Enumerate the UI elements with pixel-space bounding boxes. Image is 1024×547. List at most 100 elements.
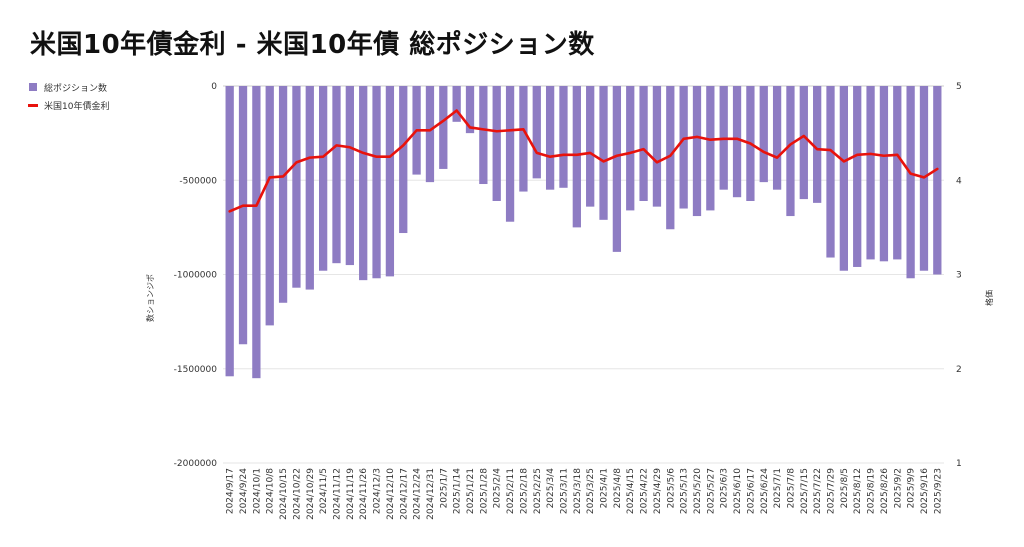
legend-bar-label: 総ポジション数 — [44, 83, 108, 94]
x-tick-label: 2024/12/17 — [399, 468, 409, 520]
x-tick-label: 2025/3/25 — [586, 468, 596, 514]
y2-axis-title: 格価 — [984, 290, 994, 306]
chart-title: 米国10年債金利 - 米国10年債 総ポジション数 — [30, 30, 595, 60]
x-tick-label: 2024/10/29 — [306, 468, 316, 520]
x-tick-label: 2024/11/19 — [346, 468, 356, 520]
y-tick-label: -1000000 — [174, 271, 218, 281]
axes: 0 -500000 -1000000 -1500000 -2000000 5 4 3 2 1 数ショ… — [145, 82, 994, 520]
bar — [933, 86, 942, 275]
x-tick-label: 2024/10/8 — [266, 468, 276, 514]
x-tick-label: 2025/1/28 — [479, 468, 489, 514]
bar — [305, 86, 314, 290]
legend-bar-swatch — [29, 83, 37, 91]
x-tick-label: 2025/3/11 — [559, 468, 569, 514]
x-tick-label: 2025/1/21 — [466, 468, 476, 514]
bar — [265, 86, 274, 326]
x-tick-label: 2025/9/23 — [933, 468, 943, 514]
bar — [532, 86, 541, 179]
bar — [853, 86, 862, 267]
y-axis-title: 数ションジポ — [145, 274, 155, 322]
bar — [799, 86, 808, 200]
x-tick-label: 2024/12/24 — [413, 468, 423, 520]
bar — [586, 86, 595, 207]
line-series — [228, 109, 939, 213]
y2-tick-label: 4 — [956, 176, 962, 186]
bar — [666, 86, 675, 230]
x-tick-label: 2025/5/27 — [706, 468, 716, 514]
x-tick-label: 2024/10/15 — [279, 468, 289, 520]
bar — [479, 86, 488, 185]
x-tick-label: 2025/9/9 — [907, 468, 917, 509]
bar — [359, 86, 368, 281]
bar — [545, 86, 555, 190]
x-tick-label: 2025/4/1 — [600, 468, 610, 508]
bar — [692, 86, 702, 217]
bar — [786, 86, 795, 217]
y2-tick-label: 2 — [956, 365, 962, 375]
bar — [639, 86, 648, 201]
y-tick-label: -2000000 — [174, 459, 218, 469]
x-tick-label: 2025/7/29 — [827, 468, 837, 514]
x-tick-label: 2025/7/1 — [773, 468, 783, 508]
x-tick-label: 2024/12/10 — [386, 468, 396, 520]
legend-line-label: 米国10年債金利 — [44, 101, 110, 112]
bar — [278, 86, 288, 303]
x-tick-label: 2024/12/3 — [373, 468, 383, 514]
bar — [225, 86, 234, 377]
bar — [679, 86, 688, 209]
bar — [425, 86, 435, 183]
x-tick-label: 2025/5/6 — [666, 468, 676, 509]
x-tick-label: 2024/9/24 — [239, 468, 249, 514]
x-tick-label: 2025/6/24 — [760, 468, 770, 514]
bar — [626, 86, 635, 211]
x-tick-label: 2025/7/8 — [786, 468, 796, 509]
x-tick-label: 2024/10/1 — [252, 468, 262, 514]
x-tick-label: 2025/6/10 — [733, 468, 743, 514]
x-tick-label: 2025/5/13 — [680, 468, 690, 514]
x-tick-label: 2024/11/26 — [359, 468, 369, 520]
bar — [866, 86, 875, 260]
legend-item-bar[interactable]: 総ポジション数 — [28, 78, 109, 96]
rate-line — [228, 109, 939, 213]
y2-tick-label: 3 — [956, 271, 962, 281]
x-tick-label: 2025/4/22 — [640, 468, 650, 514]
bar — [292, 86, 301, 288]
bar — [826, 86, 835, 258]
x-tick-label: 2025/7/15 — [800, 468, 810, 514]
y-tick-label: -1500000 — [174, 365, 218, 375]
x-tick-label: 2025/8/12 — [853, 468, 863, 514]
x-tick-label: 2025/8/19 — [867, 468, 877, 514]
x-tick-label: 2024/9/17 — [226, 468, 236, 514]
bar — [465, 86, 475, 134]
legend-item-line[interactable]: 米国10年債金利 — [28, 96, 109, 114]
x-tick-label: 2024/10/22 — [292, 468, 302, 520]
bar-series — [225, 86, 942, 379]
x-tick-label: 2025/7/22 — [813, 468, 823, 514]
x-tick-label: 2025/2/4 — [493, 468, 503, 509]
x-tick-label: 2025/8/5 — [840, 468, 850, 508]
bar — [559, 86, 568, 188]
x-tick-label: 2024/11/5 — [319, 468, 329, 514]
x-tick-label: 2025/9/2 — [893, 468, 903, 508]
bar — [345, 86, 354, 266]
bar — [332, 86, 341, 264]
x-tick-label: 2025/3/18 — [573, 468, 583, 514]
bar — [372, 86, 381, 279]
bar — [492, 86, 501, 201]
bar — [732, 86, 742, 198]
x-tick-label: 2025/4/15 — [626, 468, 636, 514]
bar — [252, 86, 261, 379]
legend: 総ポジション数 米国10年債金利 — [28, 78, 109, 114]
bar — [879, 86, 889, 262]
bar — [839, 86, 848, 271]
x-tick-label: 2025/4/29 — [653, 468, 663, 514]
bar — [599, 86, 608, 220]
x-tick-label: 2025/4/8 — [613, 468, 623, 509]
bar — [572, 86, 581, 228]
y2-tick-label: 5 — [956, 82, 962, 92]
bar — [759, 86, 768, 183]
bar — [399, 86, 408, 234]
bar — [319, 86, 328, 271]
x-tick-label: 2024/12/31 — [426, 468, 436, 520]
x-tick-label: 2025/2/11 — [506, 468, 516, 514]
